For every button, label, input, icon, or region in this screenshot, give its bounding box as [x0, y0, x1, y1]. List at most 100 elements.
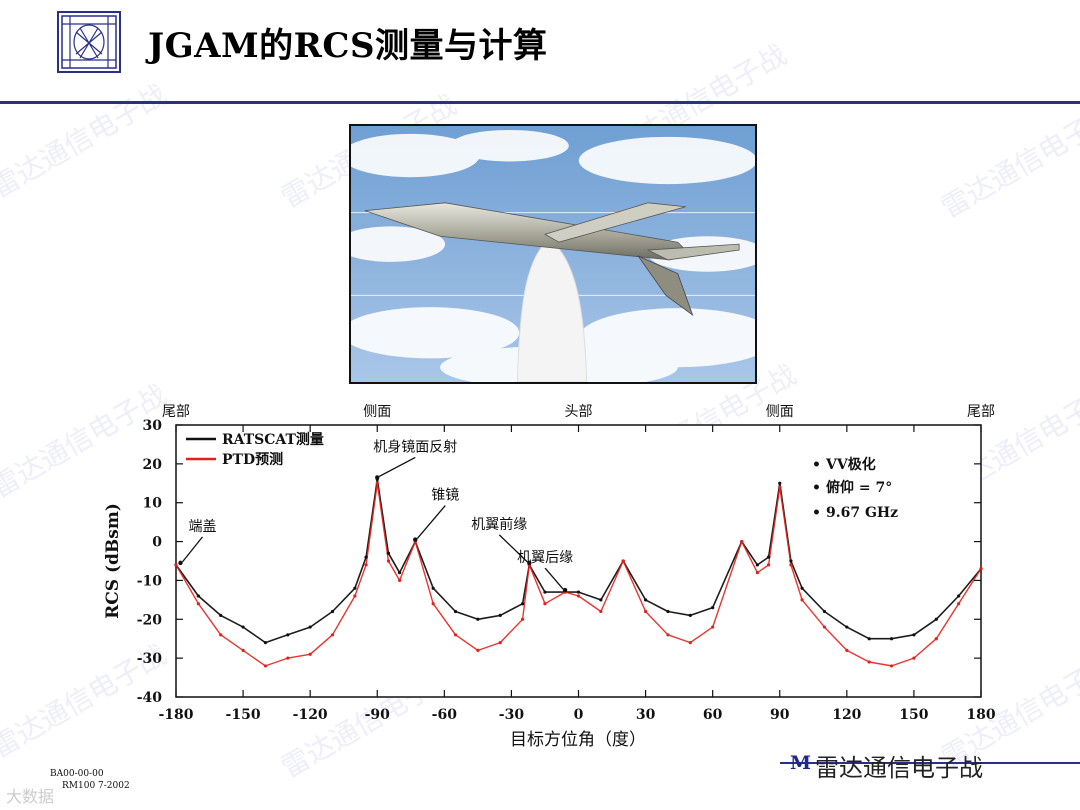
- data-point: [599, 609, 603, 614]
- data-point: [822, 625, 827, 629]
- data-point: [800, 586, 804, 590]
- orientation-label: 侧面: [363, 404, 391, 420]
- info-elevation: 俯仰 = 7°: [826, 479, 892, 496]
- y-tick-label: 30: [143, 418, 163, 434]
- data-point: [286, 633, 290, 637]
- y-tick-label: -20: [137, 612, 163, 628]
- data-point: [520, 602, 525, 606]
- annotation-label: 机翼前缘: [471, 516, 527, 533]
- data-point: [621, 559, 625, 563]
- y-tick-label: -40: [137, 690, 163, 706]
- annotation-arrowhead: [413, 537, 418, 542]
- data-point: [386, 559, 391, 563]
- annotation-label: 端盖: [188, 519, 216, 535]
- legend-label-predicted: PTD预测: [222, 451, 283, 468]
- y-axis-label: RCS (dBsm): [103, 503, 123, 619]
- data-point: [822, 609, 827, 614]
- data-point: [666, 633, 670, 637]
- page-title: JGAM的RCS测量与计算: [148, 26, 548, 66]
- y-tick-label: 0: [152, 535, 162, 551]
- lab-logo: [57, 11, 121, 73]
- wechat-watermark: 雷达通信电子战: [815, 754, 983, 782]
- x-tick-label: -90: [365, 707, 391, 723]
- annotation-arrow: [416, 505, 446, 539]
- annotation-arrowhead: [375, 475, 380, 480]
- orientation-label: 尾部: [967, 404, 995, 420]
- data-point: [889, 664, 894, 668]
- data-point: [688, 613, 692, 617]
- data-point: [912, 656, 916, 660]
- x-tick-label: 150: [899, 707, 928, 723]
- x-tick-label: 90: [770, 707, 790, 723]
- data-point: [979, 567, 983, 571]
- data-point: [286, 656, 290, 660]
- data-point: [476, 617, 480, 621]
- y-tick-label: 20: [143, 457, 163, 473]
- data-point: [543, 602, 547, 606]
- orientation-label: 侧面: [766, 404, 794, 420]
- data-point: [934, 617, 938, 621]
- annotation-label: 机身镜面反射: [373, 439, 457, 455]
- data-point: [353, 594, 357, 598]
- y-tick-label: 10: [143, 496, 163, 512]
- annotation-arrow: [544, 567, 564, 590]
- data-point: [308, 652, 312, 656]
- data-point: [364, 555, 368, 559]
- title-divider: [0, 101, 1080, 104]
- info-bullet: •: [812, 480, 821, 496]
- y-tick-label: -30: [137, 651, 163, 667]
- data-point: [755, 571, 759, 575]
- data-point: [688, 641, 692, 645]
- footer-code-1: BA00-00-00: [50, 769, 104, 779]
- x-tick-label: 0: [574, 707, 584, 723]
- data-point: [711, 606, 715, 610]
- x-tick-label: -60: [432, 707, 458, 723]
- data-point: [196, 602, 200, 606]
- data-point: [740, 539, 744, 544]
- legend-label-measured: RATSCAT测量: [222, 431, 324, 448]
- footer-lab-name: M: [790, 752, 812, 774]
- data-point: [263, 641, 268, 645]
- data-point: [845, 625, 849, 629]
- data-point: [789, 563, 793, 567]
- x-axis-label: 目标方位角（度）: [510, 730, 646, 750]
- x-tick-label: -180: [158, 707, 193, 723]
- data-point: [643, 598, 648, 602]
- orientation-label: 尾部: [162, 404, 190, 420]
- data-point: [789, 559, 793, 563]
- data-point: [766, 563, 771, 567]
- annotation-label: 机翼后缘: [517, 550, 573, 566]
- corner-watermark: 大数据: [6, 787, 55, 806]
- data-point: [643, 609, 648, 614]
- data-point: [520, 617, 525, 621]
- data-point: [498, 641, 502, 645]
- x-tick-label: -120: [293, 707, 328, 723]
- data-point: [453, 609, 458, 614]
- annotation-arrow: [378, 456, 416, 477]
- axis-ticks: -180 -150 -120 -90 -60 -30 0 30 60 90 120 150 180 -40…: [137, 404, 996, 723]
- data-point: [576, 594, 581, 598]
- data-point: [364, 563, 368, 567]
- info-box: • VV极化 • 俯仰 = 7° • 9.67 GHz: [812, 456, 898, 521]
- data-point: [263, 664, 268, 668]
- data-point: [755, 563, 759, 567]
- data-point: [778, 485, 782, 489]
- info-bullet: •: [812, 505, 821, 521]
- annotation-label: 锥镜: [431, 488, 459, 504]
- data-point: [219, 633, 223, 637]
- info-polarization: VV极化: [825, 456, 876, 473]
- data-point: [386, 551, 391, 555]
- data-point: [845, 648, 849, 652]
- data-point: [330, 633, 335, 637]
- data-point: [576, 590, 581, 594]
- annotation-arrow: [181, 536, 203, 563]
- rcs-chart: -180 -150 -120 -90 -60 -30 0 30 60 90 120 150 180 -40…: [103, 404, 996, 750]
- x-tick-label: -150: [226, 707, 261, 723]
- data-point: [711, 625, 715, 629]
- x-tick-label: 60: [703, 707, 723, 723]
- data-point: [431, 586, 435, 590]
- data-point: [957, 594, 961, 598]
- info-frequency: 9.67 GHz: [826, 505, 898, 521]
